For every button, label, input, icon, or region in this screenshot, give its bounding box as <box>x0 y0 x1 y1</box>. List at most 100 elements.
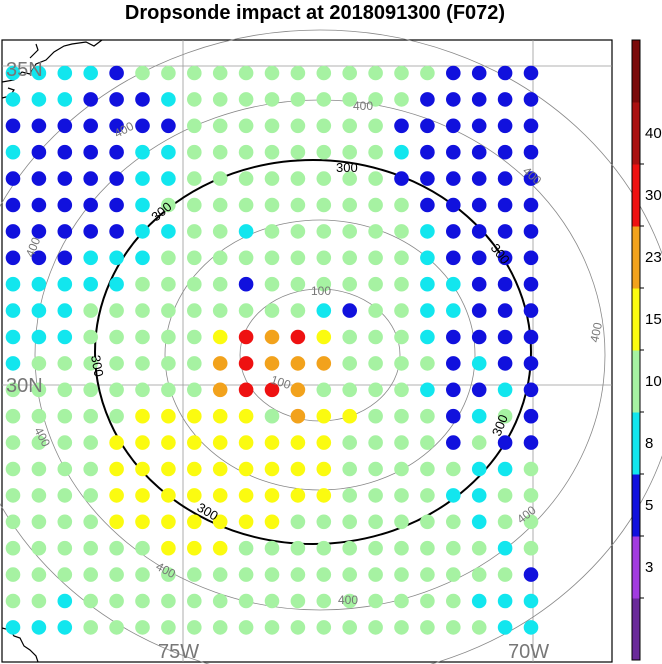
dropsonde-point <box>83 171 98 186</box>
dropsonde-point <box>135 171 150 186</box>
dropsonde-point <box>446 461 461 477</box>
dropsonde-point <box>31 488 47 503</box>
dropsonde-point <box>83 250 98 266</box>
ring-label-400-right: 400 <box>587 321 605 344</box>
dropsonde-point <box>238 540 254 556</box>
dropsonde-point <box>290 461 306 477</box>
dropsonde-point <box>5 250 21 266</box>
dropsonde-point <box>394 144 409 160</box>
dropsonde-point <box>394 276 409 292</box>
dropsonde-point <box>497 567 513 582</box>
dropsonde-point <box>187 276 202 292</box>
dropsonde-point <box>368 92 383 107</box>
dropsonde-point <box>187 92 202 107</box>
colorbar-tick-label: 40 <box>645 125 662 142</box>
dropsonde-point <box>187 303 202 318</box>
dropsonde-point <box>83 224 98 239</box>
dropsonde-point <box>446 171 461 186</box>
dropsonde-point <box>471 171 487 186</box>
dropsonde-point <box>161 118 176 134</box>
dropsonde-point <box>187 329 202 345</box>
dropsonde-point <box>31 567 47 582</box>
dropsonde-point <box>446 620 461 635</box>
dropsonde-point <box>497 435 513 450</box>
dropsonde-point <box>135 356 150 371</box>
dropsonde-point <box>394 408 409 424</box>
dropsonde-point <box>523 250 539 266</box>
dropsonde-point <box>264 435 280 450</box>
dropsonde-point <box>394 356 409 371</box>
colorbar-segment <box>632 536 640 599</box>
dropsonde-point <box>497 197 513 213</box>
dropsonde-point <box>31 224 47 239</box>
dropsonde-point <box>368 250 383 266</box>
dropsonde-point <box>316 65 332 81</box>
dropsonde-point <box>5 514 21 530</box>
dropsonde-point <box>446 92 461 107</box>
dropsonde-point <box>497 593 513 609</box>
dropsonde-point <box>83 540 98 556</box>
dropsonde-point <box>342 224 358 239</box>
dropsonde-point <box>446 540 461 556</box>
dropsonde-point <box>161 382 176 398</box>
dropsonde-point <box>264 567 280 582</box>
dropsonde-point <box>57 488 73 503</box>
dropsonde-point <box>238 329 254 345</box>
dropsonde-point <box>316 250 332 266</box>
dropsonde-point <box>57 303 73 318</box>
dropsonde-point <box>420 171 435 186</box>
dropsonde-point <box>31 540 47 556</box>
dropsonde-point <box>109 276 124 292</box>
dropsonde-point <box>446 514 461 530</box>
dropsonde-point <box>368 620 383 635</box>
dropsonde-point <box>135 92 150 107</box>
dropsonde-point <box>368 488 383 503</box>
dropsonde-point <box>83 382 98 398</box>
dropsonde-point <box>161 92 176 107</box>
dropsonde-point <box>394 197 409 213</box>
dropsonde-point <box>238 488 254 503</box>
dropsonde-point <box>471 65 487 81</box>
dropsonde-point <box>5 303 21 318</box>
dropsonde-point <box>5 224 21 239</box>
dropsonde-point <box>109 593 124 609</box>
dropsonde-point <box>57 250 73 266</box>
dropsonde-point <box>31 171 47 186</box>
ring-500 <box>0 29 662 664</box>
dropsonde-point <box>264 356 280 371</box>
dropsonde-point <box>264 144 280 160</box>
dropsonde-point <box>135 620 150 635</box>
dropsonde-point <box>109 540 124 556</box>
dropsonde-point <box>264 65 280 81</box>
dropsonde-point <box>187 250 202 266</box>
dropsonde-point <box>523 382 539 398</box>
dropsonde-point <box>420 514 435 530</box>
dropsonde-point <box>420 303 435 318</box>
dropsonde-point <box>161 171 176 186</box>
dropsonde-point <box>212 329 228 345</box>
dropsonde-point <box>187 593 202 609</box>
dropsonde-point <box>31 250 47 266</box>
map-frame <box>1 39 613 663</box>
dropsonde-point <box>238 118 254 134</box>
dropsonde-point <box>5 567 21 582</box>
dropsonde-point <box>135 382 150 398</box>
colorbar-tick-label: 3 <box>645 559 653 576</box>
dropsonde-point <box>368 65 383 81</box>
dropsonde-point <box>135 303 150 318</box>
dropsonde-point <box>497 118 513 134</box>
dropsonde-point <box>187 171 202 186</box>
dropsonde-point <box>523 620 539 635</box>
dropsonde-point <box>290 514 306 530</box>
dropsonde-point <box>316 382 332 398</box>
dropsonde-point <box>420 540 435 556</box>
dropsonde-point <box>420 435 435 450</box>
colorbar-tick-label: 15 <box>645 311 662 328</box>
dropsonde-point <box>57 356 73 371</box>
dropsonde-point <box>238 276 254 292</box>
dropsonde-point <box>109 118 124 134</box>
dropsonde-point <box>394 224 409 239</box>
dropsonde-point <box>161 620 176 635</box>
dropsonde-point <box>5 593 21 609</box>
dropsonde-point <box>523 171 539 186</box>
